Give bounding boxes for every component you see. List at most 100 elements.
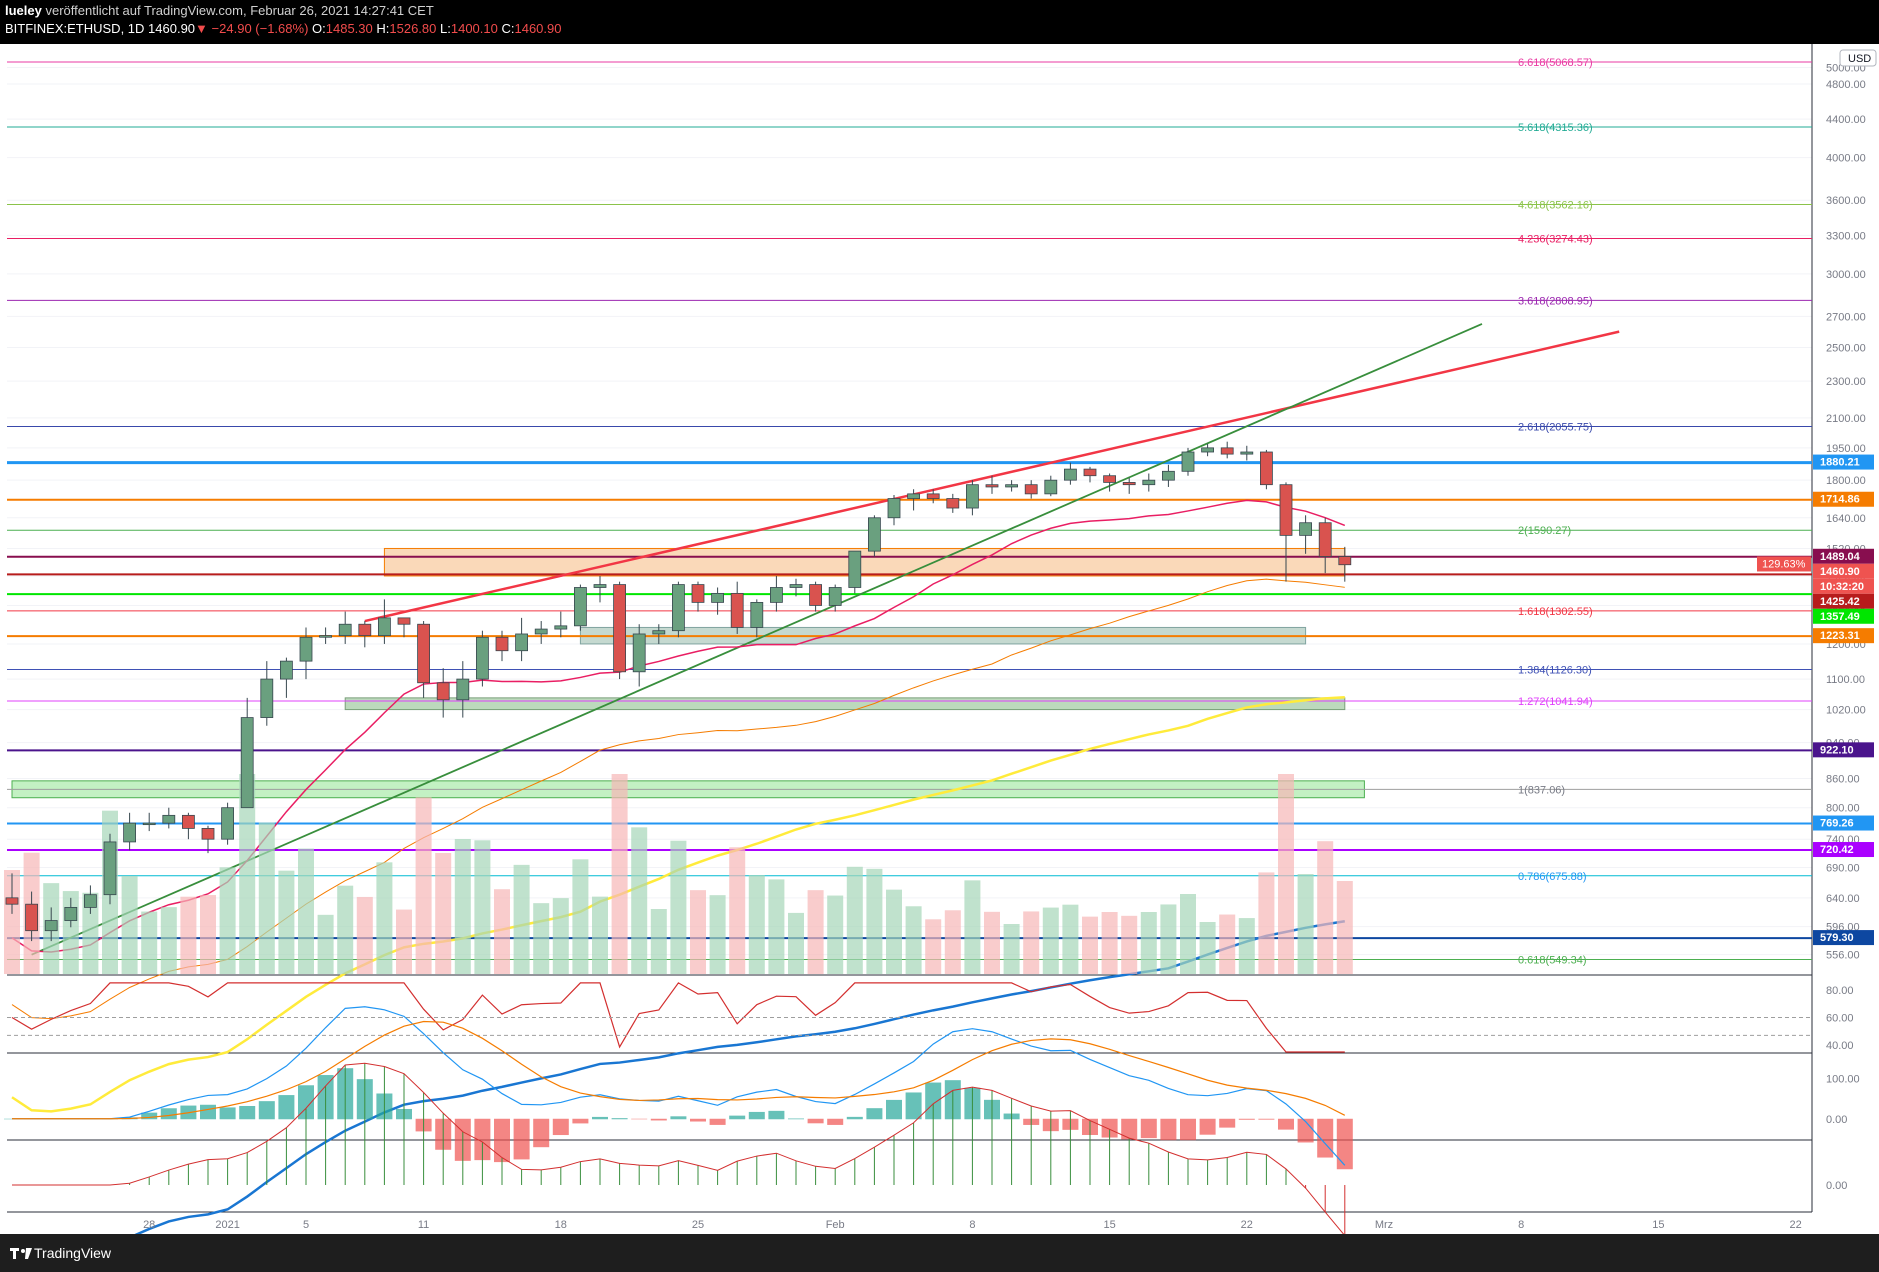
volume-bar bbox=[1023, 911, 1040, 974]
macd-histogram-bar bbox=[827, 1118, 844, 1125]
tradingview-brand[interactable]: TradingView bbox=[34, 1245, 112, 1261]
candle bbox=[1162, 470, 1175, 481]
volume-bar bbox=[886, 889, 902, 974]
price-badge bbox=[1813, 742, 1874, 758]
candle bbox=[711, 592, 724, 603]
candle bbox=[1201, 447, 1214, 453]
candle bbox=[770, 587, 783, 603]
macd-histogram-bar bbox=[886, 1099, 902, 1120]
candle bbox=[181, 814, 195, 829]
price-tick-label: 690.00 bbox=[1826, 862, 1860, 874]
rsi-tick-label: 60.00 bbox=[1826, 1012, 1854, 1024]
candle bbox=[593, 584, 607, 588]
candle bbox=[730, 592, 744, 628]
volume-bar bbox=[1297, 874, 1314, 974]
price-tick-label: 3600.00 bbox=[1826, 195, 1866, 207]
price-badge-label: 1223.31 bbox=[1820, 630, 1860, 642]
price-badge bbox=[1813, 628, 1874, 644]
author-name[interactable]: lueley bbox=[5, 3, 42, 18]
macd-histogram-bar bbox=[552, 1118, 569, 1136]
macd-histogram-bar bbox=[278, 1095, 295, 1120]
candle bbox=[789, 584, 803, 588]
pct-badge-label: 129.63% bbox=[1762, 558, 1806, 570]
macd-histogram-bar bbox=[160, 1108, 177, 1120]
price-badge-label: 579.30 bbox=[1820, 932, 1854, 944]
volume-bar bbox=[984, 911, 1000, 974]
macd-histogram-bar bbox=[1278, 1118, 1294, 1130]
macd-histogram-bar bbox=[219, 1107, 236, 1120]
macd-histogram-bar bbox=[905, 1092, 922, 1120]
candle bbox=[495, 636, 509, 652]
candle bbox=[887, 498, 901, 519]
candle bbox=[64, 907, 78, 921]
macd-histogram-bar bbox=[748, 1111, 765, 1120]
volume-bar bbox=[141, 911, 158, 974]
volume-bar bbox=[278, 870, 295, 974]
price-axis: 5000.004800.004400.004000.003600.003300.… bbox=[1826, 63, 1866, 962]
macd-histogram-bar bbox=[258, 1101, 275, 1120]
volume-bar bbox=[1258, 872, 1275, 974]
candle bbox=[358, 623, 372, 637]
price-tick-label: 4000.00 bbox=[1826, 153, 1866, 165]
candle bbox=[554, 625, 568, 630]
high-value: 1526.80 bbox=[389, 21, 437, 36]
macd-histogram-bar bbox=[611, 1118, 628, 1120]
macd-histogram-bar bbox=[846, 1116, 863, 1120]
time-tick-label: 25 bbox=[692, 1219, 704, 1231]
volume-bar bbox=[690, 890, 706, 974]
high-label: H: bbox=[376, 21, 390, 36]
price-tick-label: 1020.00 bbox=[1826, 705, 1866, 717]
price-tick-label: 556.00 bbox=[1826, 950, 1860, 962]
candle bbox=[142, 822, 156, 826]
macd-histogram-bar bbox=[141, 1112, 158, 1120]
currency-badge-label: USD bbox=[1848, 53, 1871, 65]
candle bbox=[828, 587, 842, 606]
volume-bar bbox=[1140, 912, 1157, 974]
candle bbox=[1220, 447, 1234, 455]
candle bbox=[985, 484, 999, 488]
price-tick-label: 4800.00 bbox=[1826, 79, 1866, 91]
fib-label: 5.618(4315.36) bbox=[1518, 122, 1593, 134]
symbol-name[interactable]: BITFINEX:ETHUSD, 1D bbox=[5, 21, 145, 36]
candle bbox=[613, 584, 626, 673]
macd-histogram-bar bbox=[1258, 1118, 1275, 1120]
volume-bar bbox=[709, 895, 726, 974]
candle bbox=[456, 678, 470, 701]
volume-bar bbox=[827, 895, 844, 974]
close-value: 1460.90 bbox=[514, 21, 562, 36]
fib-label: 1(837.06) bbox=[1518, 784, 1565, 796]
candle bbox=[279, 660, 293, 680]
low-label: L: bbox=[440, 21, 451, 36]
macd-histogram-bar bbox=[1140, 1118, 1157, 1139]
candle bbox=[319, 635, 333, 638]
candle bbox=[84, 894, 97, 908]
price-chart[interactable]: 6.618(5068.57) 5.618(4315.36) 4.618(3562.1… bbox=[0, 44, 1879, 1234]
volume-bar bbox=[415, 797, 432, 974]
price-tick-label: 1100.00 bbox=[1826, 674, 1865, 686]
candle bbox=[652, 630, 666, 635]
volume-bar bbox=[729, 847, 746, 974]
macd-histogram-bar bbox=[1219, 1118, 1236, 1128]
fib-label: 0.786(675.88) bbox=[1518, 871, 1587, 883]
volume-bars bbox=[4, 774, 1353, 974]
price-tick-label: 800.00 bbox=[1826, 803, 1860, 815]
open-label: O: bbox=[312, 21, 326, 36]
candle bbox=[1044, 479, 1058, 495]
candle bbox=[632, 633, 646, 673]
price-badge-label: 769.26 bbox=[1820, 818, 1854, 830]
time-tick-label: Feb bbox=[826, 1219, 845, 1231]
candle bbox=[377, 617, 391, 637]
time-tick-label: 2021 bbox=[215, 1219, 239, 1231]
volume-bar bbox=[1062, 904, 1079, 974]
volume-bar bbox=[1082, 916, 1098, 974]
candle bbox=[1181, 451, 1195, 472]
volume-bar bbox=[474, 840, 491, 974]
candle bbox=[1122, 482, 1136, 486]
volume-bar bbox=[650, 909, 667, 974]
candle bbox=[221, 807, 235, 840]
candle bbox=[44, 920, 58, 932]
macd-histogram-bar bbox=[1180, 1118, 1196, 1141]
macd-histogram-bar bbox=[709, 1118, 726, 1125]
candle bbox=[691, 584, 705, 603]
volume-bar bbox=[454, 839, 471, 974]
